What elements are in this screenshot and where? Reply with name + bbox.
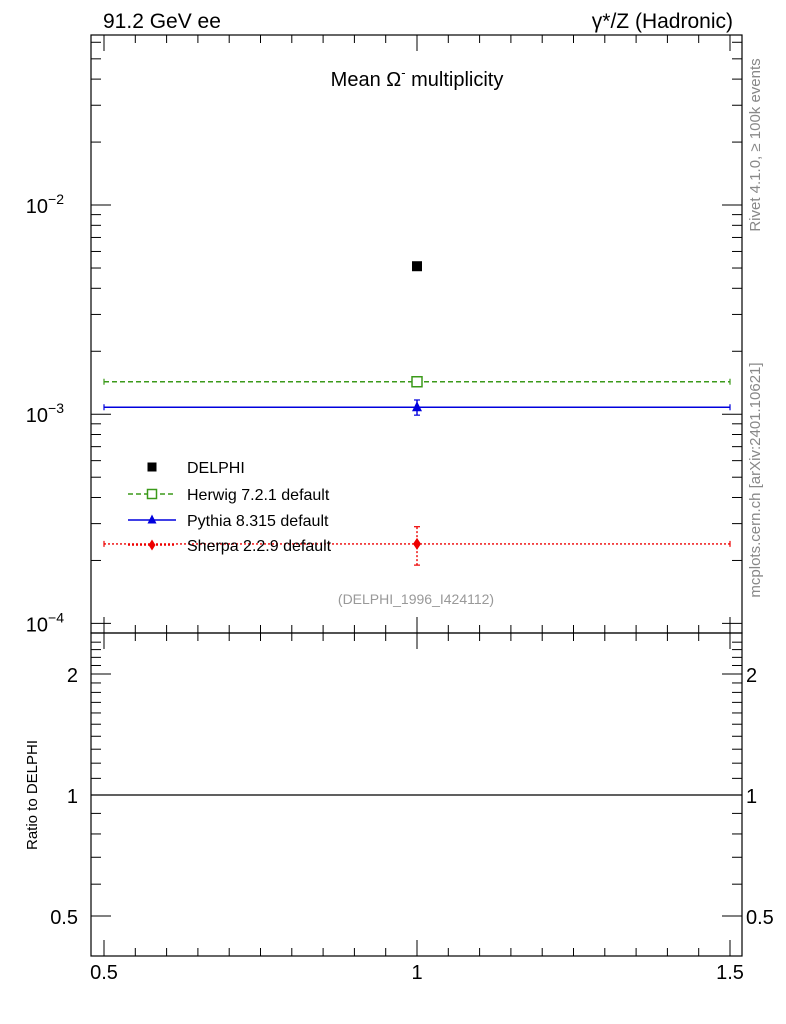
marker-square [412,261,422,272]
legend-label: DELPHI [187,460,245,477]
x-tick-labels: 0.5 1 1.5 [90,962,744,984]
series-pythia [103,399,731,416]
energy-label: 91.2 GeV ee [103,10,221,33]
mcplots-label: mcplots.cern.ch [arXiv:2401.10621] [747,362,764,597]
marker-open-square [146,488,158,500]
ratio-y-axis-label: Ratio to DELPHI [24,740,41,850]
x-tick-label: 0.5 [90,962,118,984]
y-tick-label: 10−4 [26,609,64,636]
process-label: γ*/Z (Hadronic) [592,10,733,33]
series-layer [103,261,731,566]
legend-label: Pythia 8.315 default [187,513,329,530]
marker-diamond [148,539,156,551]
marker-open-square [411,375,423,388]
legend-entry: Sherpa 2.2.9 default [128,538,332,555]
marker-diamond [413,537,421,550]
series-delphi [412,261,422,272]
marker-triangle [412,401,422,412]
ratio-ticks [91,633,742,956]
analysis-watermark: (DELPHI_1996_I424112) [338,591,494,607]
legend-entry: Pythia 8.315 default [128,513,329,530]
ratio-y-tick-label-right: 2 [746,665,757,687]
legend-entry: DELPHI [147,460,245,477]
x-tick-label: 1.5 [716,962,744,984]
legend-label: Herwig 7.2.1 default [187,487,330,504]
legend-label: Sherpa 2.2.9 default [187,538,332,555]
main-y-tick-labels: 10−4 10−3 10−2 [26,191,64,636]
ratio-y-tick-label-left: 2 [67,665,78,687]
legend-entry: Herwig 7.2.1 default [128,487,330,504]
rivet-version-label: Rivet 4.1.0, ≥ 100k events [747,58,764,231]
y-tick-label: 10−3 [26,400,64,427]
legend: DELPHI Herwig 7.2.1 default Pythia 8.315 d… [128,460,332,555]
ratio-y-tick-label-left: 1 [67,786,78,808]
series-sherpa [103,526,731,566]
marker-square [147,462,157,472]
marker-triangle [147,514,157,524]
series-herwig [103,375,731,388]
ratio-y-tick-label-right: 1 [746,786,757,808]
ratio-y-tick-label-left: 0.5 [50,907,78,929]
plot-title: Mean Ω- multiplicity [331,65,504,91]
ratio-tick-labels: 0.5 0.5 1 1 2 2 [50,665,774,929]
main-y-ticks [91,35,742,634]
ratio-y-tick-label-right: 0.5 [746,907,774,929]
y-tick-label: 10−2 [26,191,64,218]
x-tick-label: 1 [411,962,422,984]
